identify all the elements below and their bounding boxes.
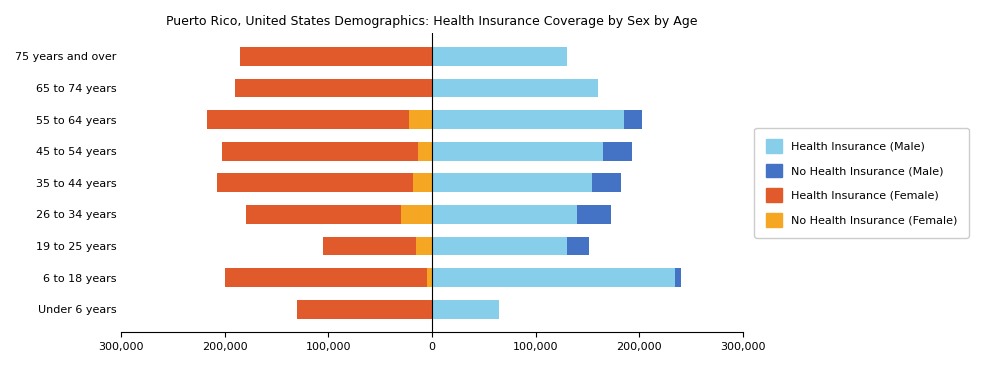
- Bar: [432, 300, 499, 319]
- Bar: [432, 142, 603, 161]
- Bar: [676, 268, 681, 287]
- Bar: [245, 205, 401, 224]
- Bar: [577, 205, 611, 224]
- Bar: [427, 268, 432, 287]
- Bar: [432, 205, 577, 224]
- Title: Puerto Rico, United States Demographics: Health Insurance Coverage by Sex by Age: Puerto Rico, United States Demographics:…: [166, 15, 697, 28]
- Bar: [417, 236, 432, 255]
- Bar: [323, 236, 417, 255]
- Bar: [624, 110, 642, 129]
- Bar: [240, 47, 432, 66]
- Bar: [566, 236, 589, 255]
- Legend: Health Insurance (Male), No Health Insurance (Male), Health Insurance (Female), : Health Insurance (Male), No Health Insur…: [755, 128, 968, 238]
- Bar: [414, 173, 432, 192]
- Bar: [432, 173, 593, 192]
- Bar: [409, 110, 432, 129]
- Bar: [432, 268, 676, 287]
- Bar: [432, 110, 624, 129]
- Bar: [432, 79, 598, 98]
- Bar: [235, 79, 432, 98]
- Bar: [419, 142, 432, 161]
- Bar: [207, 110, 409, 129]
- Bar: [593, 173, 622, 192]
- Bar: [432, 47, 566, 66]
- Bar: [225, 268, 427, 287]
- Bar: [432, 236, 566, 255]
- Bar: [217, 173, 414, 192]
- Bar: [297, 300, 432, 319]
- Bar: [222, 142, 419, 161]
- Bar: [401, 205, 432, 224]
- Bar: [603, 142, 631, 161]
